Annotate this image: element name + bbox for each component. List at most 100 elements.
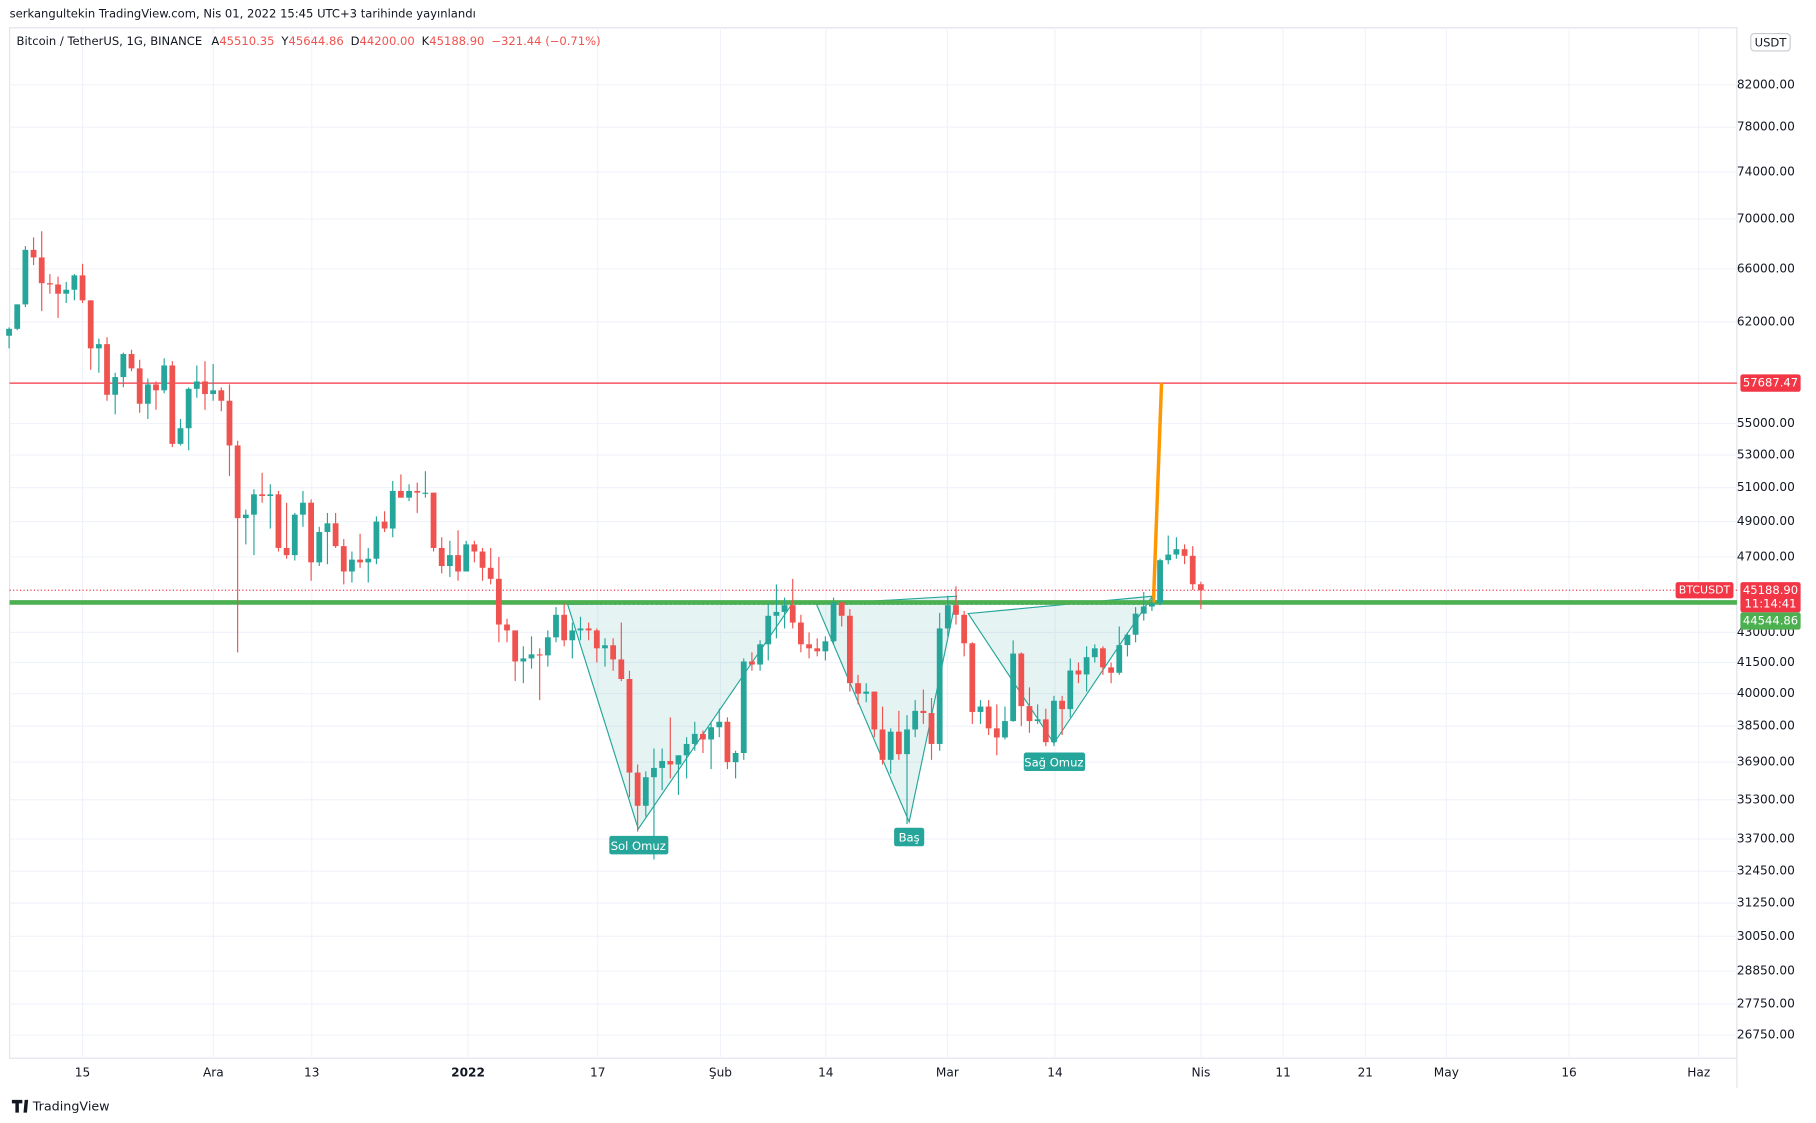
candle-body — [740, 661, 747, 754]
candle-body — [144, 384, 151, 404]
x-tick-label: 13 — [304, 1066, 319, 1080]
candle-body — [953, 605, 959, 615]
candle-body — [626, 679, 633, 773]
candle-body — [324, 523, 331, 533]
x-tick-label: 17 — [590, 1066, 605, 1080]
x-tick-label: Haz — [1687, 1066, 1710, 1080]
candle-body — [838, 602, 845, 616]
y-tick-label: 51000.00 — [1737, 480, 1795, 494]
candle-body — [71, 275, 78, 290]
currency-badge[interactable]: USDT — [1750, 32, 1791, 52]
x-tick-label: Mar — [936, 1066, 959, 1080]
candle-body — [1157, 560, 1163, 604]
candle-body — [1140, 606, 1147, 614]
candle-body — [291, 514, 298, 556]
candle-body — [153, 384, 159, 391]
candle-body — [928, 713, 935, 744]
x-tick-label: 14 — [818, 1066, 834, 1080]
candle-body — [765, 615, 772, 645]
candle-body — [202, 381, 208, 395]
price-label-box — [1740, 612, 1801, 630]
candle-body — [430, 492, 437, 548]
symbol-legend: Bitcoin / TetherUS, 1G, BINANCE A 45510.35… — [17, 34, 601, 48]
candle-body — [55, 284, 61, 294]
candle-body — [846, 615, 853, 684]
y-tick-label: 36900.00 — [1737, 755, 1795, 769]
candle-body — [683, 743, 690, 756]
candle-body — [528, 654, 535, 659]
chart-title: Bitcoin / TetherUS, 1G, BINANCE — [17, 34, 203, 48]
x-tick-label: 16 — [1561, 1066, 1576, 1080]
candle-body — [1026, 706, 1033, 722]
y-tick-label: 62000.00 — [1737, 314, 1795, 328]
candle-body — [602, 645, 608, 649]
candle-body — [259, 494, 266, 496]
y-tick-label: 40000.00 — [1737, 686, 1795, 700]
candle-body — [316, 532, 323, 563]
candle-body — [675, 755, 682, 765]
legend-key: K — [422, 34, 430, 48]
candle-body — [969, 643, 976, 712]
currency: USDT — [1755, 35, 1788, 49]
candle-body — [455, 555, 461, 572]
candle-body — [389, 490, 396, 529]
candle-body — [724, 721, 731, 763]
candle-body — [659, 761, 666, 768]
candle-body — [618, 659, 625, 680]
candle-body — [340, 546, 347, 572]
candle-body — [365, 558, 372, 563]
annotation: Sol Omuz — [609, 835, 669, 855]
symbol-label: BTCUSDT — [1679, 583, 1731, 596]
candle-body — [773, 611, 780, 616]
axes: 82000.00 78000.00 74000.00 70000.00 66000.00… — [75, 77, 1801, 1080]
candle-body — [1042, 719, 1049, 743]
candle-body — [642, 777, 649, 806]
candle-body — [855, 683, 861, 694]
candle-body — [691, 733, 698, 744]
candle-body — [561, 614, 568, 641]
candle-body — [936, 628, 943, 744]
y-tick-label: 32450.00 — [1737, 864, 1795, 878]
candle-body — [814, 648, 821, 652]
x-tick-label: 2022 — [451, 1066, 485, 1080]
x-tick-label: Ara — [203, 1066, 224, 1080]
candle-body — [104, 344, 110, 395]
candle-body — [1051, 700, 1057, 743]
candle-body — [1149, 603, 1155, 607]
x-tick-label: 21 — [1358, 1066, 1373, 1080]
candle-body — [732, 753, 739, 763]
candle-body — [63, 289, 70, 294]
y-tick-label: 70000.00 — [1737, 212, 1795, 226]
candle-body — [283, 547, 290, 556]
candle-body — [1197, 584, 1204, 591]
candle-body — [495, 578, 502, 625]
candle-body — [593, 630, 600, 649]
candle-body — [634, 772, 641, 806]
candle-body — [169, 365, 176, 444]
candle-body — [226, 400, 233, 446]
candle-body — [830, 602, 837, 642]
x-tick-label: Nis — [1192, 1066, 1211, 1080]
candle-body — [251, 494, 257, 515]
legend-value: 45510.35 — [219, 34, 274, 48]
candle-body — [822, 641, 829, 652]
candle-body — [798, 622, 804, 645]
last-price-box — [1740, 582, 1801, 613]
candle-body — [95, 344, 102, 349]
annotation: Baş — [894, 827, 925, 847]
candle-body — [185, 388, 192, 429]
price-label: 57687.47 — [1743, 376, 1798, 390]
candle-body — [863, 691, 870, 694]
countdown: 11:14:41 — [1745, 597, 1797, 611]
candle-body — [536, 654, 543, 656]
brand-text: TradingView — [32, 1099, 110, 1114]
candle-body — [349, 559, 355, 572]
candle-body — [944, 605, 951, 629]
candle-body — [651, 767, 657, 778]
candle-body — [789, 605, 796, 623]
candle-body — [667, 761, 674, 765]
y-tick-label: 26750.00 — [1737, 1028, 1795, 1042]
levels — [9, 382, 1737, 605]
